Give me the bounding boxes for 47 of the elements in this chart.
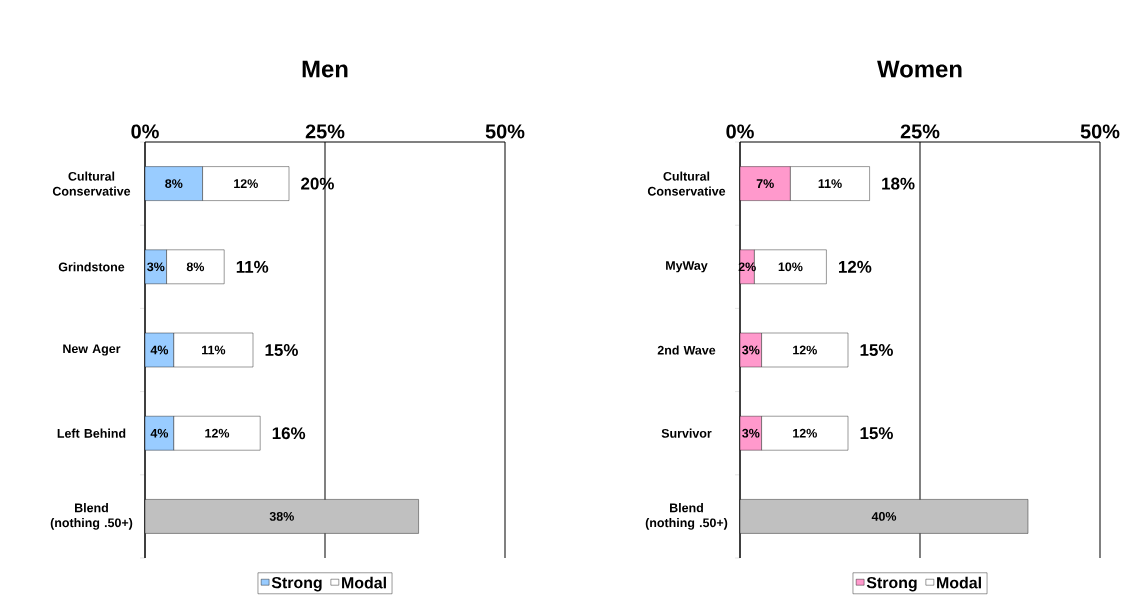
y-tick-label: New Ager — [63, 344, 121, 356]
data-label: 10% — [778, 262, 803, 272]
data-label: 7% — [756, 179, 774, 188]
x-tick-label: 25% — [305, 124, 345, 139]
total-label: 12% — [838, 260, 872, 273]
data-label: 3% — [742, 345, 760, 355]
data-label: 3% — [147, 262, 165, 272]
y-tick-label: MyWay — [666, 261, 708, 273]
total-label: 15% — [860, 427, 893, 440]
y-tick-label: Cultural Conservative — [52, 171, 131, 196]
data-label: 3% — [742, 428, 760, 438]
data-label: 12% — [205, 428, 230, 438]
chart-title: Men — [302, 60, 348, 78]
total-label: 15% — [265, 344, 298, 356]
data-label: 12% — [793, 345, 817, 355]
x-tick-label: 50% — [485, 124, 525, 139]
x-tick-label: 50% — [1080, 124, 1120, 139]
chart-title: Women — [877, 60, 962, 78]
y-tick-label: 2nd Wave — [657, 345, 716, 355]
data-label: 11% — [202, 345, 226, 355]
legend-label: Modal — [937, 576, 981, 589]
y-tick-label: Blend (nothing .50+) — [50, 503, 133, 530]
y-tick-label: Survivor — [661, 428, 712, 438]
x-tick-label: 25% — [900, 124, 940, 139]
y-tick-label: Blend (nothing .50+) — [645, 503, 728, 530]
data-label: 40% — [871, 512, 897, 521]
x-tick-label: 0% — [726, 124, 754, 139]
y-tick-label: Left Behind — [57, 428, 126, 438]
total-label: 11% — [236, 260, 269, 273]
y-tick-label: Grindstone — [58, 262, 125, 272]
data-label: 8% — [186, 262, 205, 272]
y-tick-label: Cultural Conservative — [647, 171, 726, 196]
total-label: 18% — [882, 177, 915, 190]
x-tick-label: 0% — [131, 124, 159, 139]
data-label: 38% — [269, 512, 294, 521]
legend-label: Strong — [271, 576, 322, 592]
total-label: 15% — [860, 344, 893, 356]
legend-label: Strong — [866, 576, 917, 592]
data-label: 12% — [793, 428, 817, 438]
total-label: 16% — [272, 427, 306, 440]
total-label: 20% — [301, 177, 334, 190]
legend-label: Modal — [342, 576, 386, 589]
data-label: 11% — [818, 179, 842, 188]
data-label: 8% — [165, 179, 183, 189]
data-label: 4% — [150, 345, 169, 355]
data-label: 4% — [150, 428, 169, 438]
data-label: 12% — [234, 179, 258, 188]
